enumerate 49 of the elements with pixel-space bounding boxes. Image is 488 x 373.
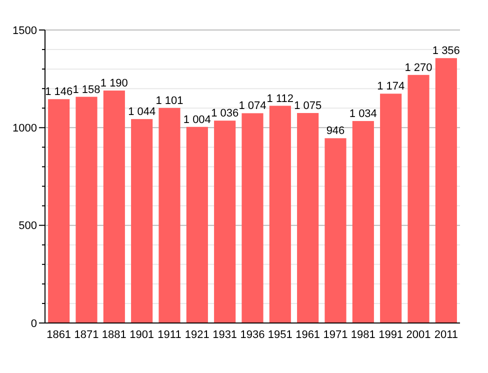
data-label: 1 075	[294, 100, 322, 112]
x-tick-label: 2011	[434, 329, 458, 341]
bar	[186, 126, 208, 323]
x-tick-label: 1901	[130, 329, 154, 341]
data-label: 1 044	[128, 106, 156, 118]
x-tick-label: 1921	[184, 329, 210, 341]
bar	[103, 90, 125, 323]
bar	[352, 121, 374, 323]
bar	[214, 120, 236, 323]
data-label: 1 036	[211, 108, 239, 120]
x-tick-label: 1881	[102, 329, 126, 341]
bar	[408, 74, 430, 323]
bar	[76, 96, 98, 323]
x-tick-label: 1991	[378, 329, 404, 341]
bar	[435, 58, 457, 323]
data-label: 1 034	[349, 108, 377, 120]
x-tick-label: 1931	[212, 329, 238, 341]
x-tick-label: 1981	[350, 329, 376, 341]
bar	[158, 108, 180, 323]
bar	[269, 106, 291, 323]
x-tick-label: 1911	[158, 329, 182, 341]
bar	[324, 138, 346, 323]
data-label: 1 074	[238, 100, 266, 112]
data-label: 1 112	[266, 92, 294, 105]
y-tick-label: 1000	[12, 122, 37, 135]
x-tick-label: 1951	[268, 329, 292, 341]
bar	[131, 119, 153, 323]
data-label: 1 190	[100, 78, 128, 90]
data-label: 1 004	[183, 114, 211, 126]
x-tick-label: 1871	[74, 329, 99, 341]
data-label: 946	[326, 125, 345, 138]
data-label: 1 356	[432, 45, 460, 58]
y-tick-label: 500	[18, 220, 37, 232]
bar	[48, 99, 70, 323]
x-tick-label: 1936	[240, 329, 265, 341]
data-label: 1 174	[377, 80, 405, 93]
bar	[297, 113, 319, 323]
x-tick-label: 1971	[323, 329, 348, 341]
data-label: 1 146	[45, 86, 73, 98]
data-label: 1 270	[404, 62, 432, 74]
y-tick-label: 0	[30, 318, 37, 330]
x-tick-label: 1961	[296, 329, 320, 341]
y-tick-label: 1500	[12, 24, 37, 37]
data-label: 1 101	[156, 94, 184, 107]
x-tick-label: 2001	[406, 329, 431, 341]
bar	[242, 113, 264, 323]
data-label: 1 158	[72, 84, 100, 96]
x-tick-label: 1861	[46, 329, 72, 341]
bar	[380, 94, 402, 323]
